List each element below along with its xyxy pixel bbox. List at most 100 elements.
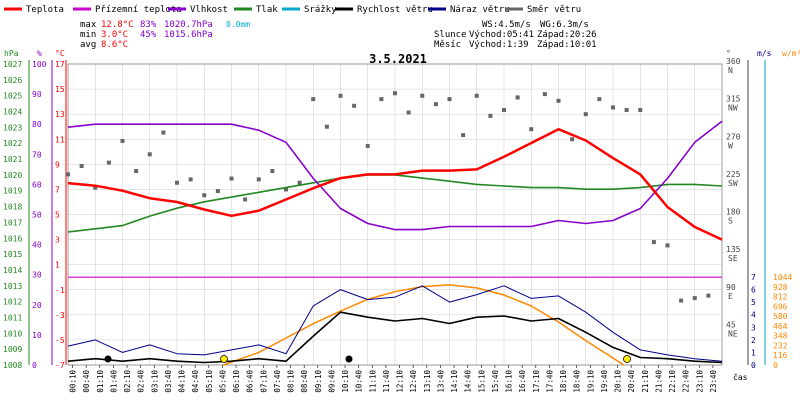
wind-direction-point	[134, 169, 139, 174]
tick-label-dir: 90	[726, 283, 736, 292]
tick-label-dir: 225	[726, 170, 741, 179]
wind-direction-point	[461, 133, 466, 138]
axes: 1027102610251024102310221021102010191018…	[3, 57, 792, 370]
x-tick-label: 09:40	[327, 370, 336, 393]
tick-label-pct: 20	[32, 301, 42, 310]
stats-avg-label: avg	[80, 40, 96, 50]
legend-label: Teplota	[26, 5, 64, 15]
x-tick-label: 23:10	[695, 370, 704, 393]
stats-max-temp: 12.8°C	[101, 20, 134, 30]
x-tick-label: 04:10	[178, 370, 187, 393]
tick-label-hpa: 1026	[3, 76, 22, 85]
wind-direction-point	[406, 110, 411, 115]
tick-label-dir: 45	[726, 320, 736, 329]
x-tick-label: 03:10	[150, 370, 159, 393]
x-tick-label: 12:10	[396, 370, 405, 393]
tick-label-ms: 3	[751, 323, 756, 332]
unit-ms: m/s	[757, 49, 772, 58]
tick-label-hpa: 1027	[3, 60, 22, 69]
tick-label-pct: 90	[32, 90, 42, 99]
x-tick-label: 08:10	[287, 370, 296, 393]
tick-label-pct: 0	[32, 361, 37, 370]
tick-label-wm: 928	[773, 283, 788, 292]
tick-label-hpa: 1014	[3, 266, 22, 275]
x-tick-label: 10:10	[341, 370, 350, 393]
tick-label-degc: -1	[55, 286, 65, 295]
tick-label-pct: 40	[32, 241, 42, 250]
tick-label-dir-compass: E	[728, 292, 733, 301]
tick-label-hpa: 1012	[3, 298, 22, 307]
wind-direction-point	[447, 97, 452, 102]
stats-max-hum: 83%	[140, 20, 157, 30]
wind-direction-point	[665, 243, 670, 248]
tick-label-wm: 464	[773, 322, 788, 331]
tick-label-dir-compass: W	[728, 141, 733, 150]
tick-label-pct: 10	[32, 331, 42, 340]
event-markers	[104, 355, 631, 363]
wind-direction-point	[379, 97, 384, 102]
axis-units: hPa % °C ° m/s w/m² čas	[4, 49, 800, 382]
tick-label-dir-compass: NE	[728, 329, 738, 338]
moon-set: Západ:10:01	[537, 40, 597, 50]
series-layer	[66, 91, 723, 366]
wind-direction-point	[297, 180, 302, 185]
wind-direction-point	[106, 160, 111, 165]
tick-label-degc: 15	[55, 85, 65, 94]
tick-label-wm: 696	[773, 302, 788, 311]
unit-deg: °	[726, 49, 731, 58]
tick-label-dir: 360	[726, 57, 741, 66]
temperature-series-line	[67, 127, 723, 241]
tick-label-ms: 1	[751, 348, 756, 357]
tick-label-degc: 13	[55, 110, 65, 119]
sun-moon-block: WS:4.5m/s WG:6.3m/s Slunce Východ:05:41 …	[434, 20, 597, 50]
unit-wm: w/m²	[782, 49, 800, 58]
x-tick-label: 15:10	[477, 370, 486, 393]
tick-label-dir: 135	[726, 245, 741, 254]
x-axis-ticks: 00:10 00:40 01:10 01:40 02:10 02:40 03:10 03:40…	[69, 365, 718, 393]
tick-label-wm: 812	[773, 293, 788, 302]
wind-direction-point	[161, 130, 166, 135]
tick-label-pct: 100	[32, 60, 47, 69]
x-tick-label: 05:10	[205, 370, 214, 393]
wind-wg: WG:6.3m/s	[540, 20, 589, 30]
legend-label: Náraz větru	[450, 5, 510, 15]
plot-frame	[67, 63, 723, 366]
wind-direction-point	[284, 187, 288, 192]
wind-direction-point	[542, 92, 547, 97]
stats-min-label: min	[80, 30, 96, 40]
stats-block: max 12.8°C 83% 1020.7hPa 0.0mm min 3.0°C…	[80, 20, 250, 50]
tick-label-pct: 80	[32, 120, 42, 129]
tick-label-hpa: 1009	[3, 345, 22, 354]
x-tick-label: 19:10	[586, 370, 595, 393]
x-tick-label: 09:10	[314, 370, 323, 393]
chart-title: 3.5.2021	[369, 52, 427, 66]
legend-label: Vlhkost	[190, 5, 228, 15]
wind-direction-point	[420, 93, 425, 98]
x-tick-label: 08:40	[300, 370, 309, 393]
x-tick-label: 23:40	[709, 370, 718, 393]
legend-label: Tlak	[256, 5, 278, 15]
tick-label-wm: 116	[773, 351, 788, 360]
tick-label-degc: 17	[55, 60, 65, 69]
wind-direction-point	[243, 197, 248, 202]
sun-rise: Východ:05:41	[469, 30, 534, 40]
legend-label: Rychlost větru	[357, 5, 433, 15]
x-tick-label: 12:40	[409, 370, 418, 393]
tick-label-hpa: 1023	[3, 123, 22, 132]
x-tick-label: 07:10	[259, 370, 268, 393]
tick-label-hpa: 1019	[3, 187, 22, 196]
x-tick-label: 16:10	[505, 370, 514, 393]
gust-series-line	[67, 285, 723, 362]
x-tick-label: 07:40	[273, 370, 282, 393]
wind-direction-point	[120, 138, 125, 143]
wind-direction-point	[352, 103, 357, 108]
tick-label-hpa: 1022	[3, 139, 22, 148]
x-tick-label: 22:40	[682, 370, 691, 393]
x-tick-label: 11:10	[368, 370, 377, 393]
x-tick-label: 14:40	[464, 370, 473, 393]
wind-direction-point	[597, 97, 602, 102]
tick-label-hpa: 1024	[3, 108, 22, 117]
tick-label-hpa: 1018	[3, 203, 22, 212]
legend-label: Přízemní teplota	[95, 5, 182, 15]
wind-direction-point	[502, 107, 506, 112]
